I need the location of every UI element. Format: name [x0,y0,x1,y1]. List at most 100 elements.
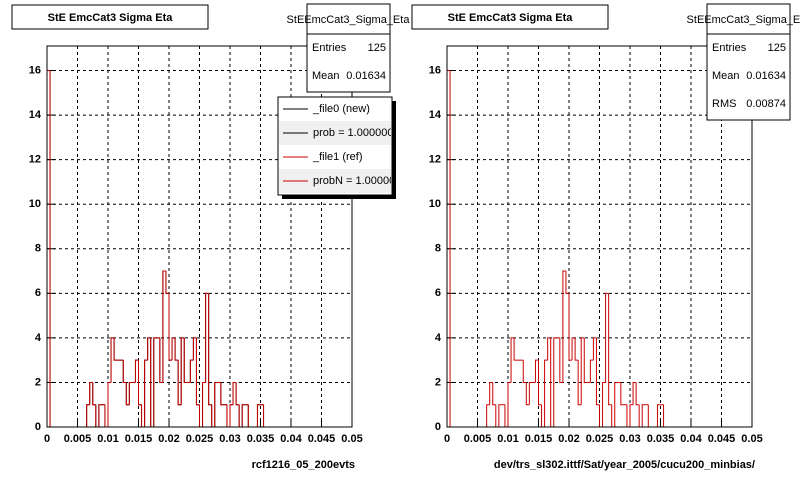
x-tick-label: 0.045 [708,433,736,445]
x-tick-label: 0.04 [680,433,702,445]
histogram-bin [122,360,127,383]
histogram-bin [192,337,197,361]
y-tick-label: 2 [435,376,441,388]
histogram-bin [525,382,530,406]
histogram-bin [214,381,218,427]
stats-value: 125 [368,42,386,54]
histogram-bin [528,381,533,405]
stats-box [306,3,391,93]
stats-label: Mean [712,70,740,82]
histogram-bin [128,381,133,405]
histogram-bin [489,381,493,405]
histogram-bin [498,404,502,427]
histogram-bin [544,359,548,427]
histogram-bin [574,337,579,361]
histogram-bin [177,360,182,406]
x-tick-label: 0.05 [741,433,762,445]
histogram-bin [134,359,139,383]
histogram-bin [189,359,194,383]
x-tick-label: 0.025 [186,433,214,445]
histogram-bin [565,271,569,294]
x-tick-label: 0.01 [97,433,118,445]
y-tick-label: 14 [429,109,442,121]
y-tick-label: 16 [429,64,441,76]
x-tick-label: 0.045 [308,433,336,445]
histogram-bin [562,270,566,383]
histogram-bin [510,337,515,383]
histogram-bin [171,337,176,361]
histogram-bin [580,337,585,405]
histogram-bin [202,381,206,427]
histogram-bin [162,270,166,383]
histogram-bin [592,337,597,361]
histogram-bin [92,382,96,406]
histogram-bin [656,404,661,427]
histogram-bin [147,337,151,361]
histogram-bin [232,381,237,405]
x-tick-label: 0.03 [219,433,240,445]
histogram-bin [98,404,102,427]
histogram-bin [180,337,185,405]
histogram-bin [577,360,582,406]
plot-border [446,45,753,428]
histogram-bin [113,337,118,361]
histogram-bin [174,337,179,361]
histogram-bin [568,293,573,361]
histogram-bin [513,337,518,361]
x-tick-label: 0.035 [247,433,275,445]
stats-label: Entries [712,42,747,54]
histogram-bin [589,359,594,383]
x-tick-label: 0 [444,433,450,445]
histogram-bin [534,359,539,383]
histogram-bin [183,337,188,383]
y-tick-label: 8 [435,243,441,255]
histogram-bin [559,337,563,383]
histogram-bin [602,381,606,427]
y-tick-label: 16 [29,64,41,76]
histogram-bin [605,292,609,383]
histogram-bin [486,404,490,427]
histogram-bin [583,337,588,383]
x-tick-label: 0.01 [497,433,518,445]
histogram-bin [235,382,240,406]
stats-box [706,3,791,121]
stats-value: 0.00874 [746,98,786,110]
legend-label: probN = 1.00000 [313,175,395,187]
legend-label: _file1 (ref) [312,151,363,163]
histogram-bin [165,271,169,294]
histogram-bin [208,293,212,406]
y-tick-label: 12 [29,154,41,166]
plot-frame [446,45,753,428]
legend-label: prob = 1.000000 [313,127,393,139]
x-tick-label: 0.02 [158,433,179,445]
histogram-bin [168,293,173,361]
x-tick-label: 0.025 [586,433,614,445]
x-tick-label: 0.04 [280,433,302,445]
x-tick-label: 0.005 [64,433,92,445]
histogram-bin [614,381,618,427]
y-tick-label: 10 [429,198,441,210]
x-tick-label: 0.015 [525,433,553,445]
stats-label: Entries [312,42,347,54]
stats-value: 125 [768,42,786,54]
histogram-bin [632,381,637,405]
histogram-bin [507,381,512,427]
chart-title: StE EmcCat3 Sigma Eta [448,12,574,24]
stats-value: 0.01634 [346,70,386,82]
y-tick-label: 8 [35,243,41,255]
title-box [411,4,609,30]
histogram-bin [195,337,200,406]
y-tick-label: 4 [435,332,442,344]
histogram-bin [608,293,612,406]
stats-title: StEEmcCat3_Sigma_Eta [687,14,800,26]
histogram-bin [125,382,130,406]
histogram-bin [220,382,224,406]
x-tick-label: 0.005 [464,433,492,445]
y-tick-label: 2 [35,376,41,388]
histogram-bin [571,337,576,361]
stats-label: RMS [712,98,736,110]
histogram-bin [107,381,112,427]
y-tick-label: 6 [435,287,441,299]
histogram-bin [86,404,90,427]
